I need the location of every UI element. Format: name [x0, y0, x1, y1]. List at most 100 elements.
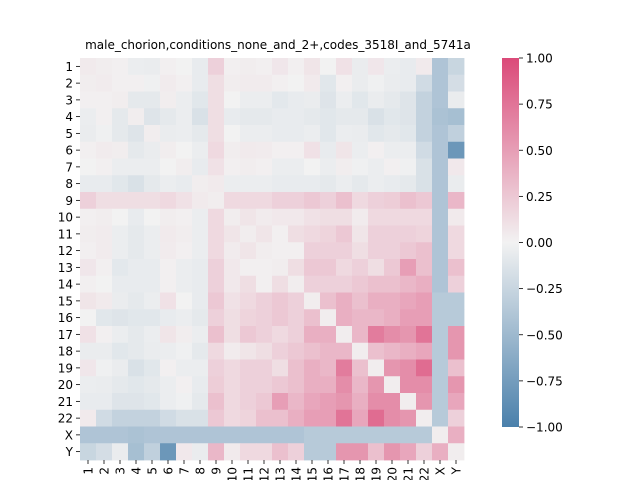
y-tick-label: 12 — [58, 244, 73, 258]
heatmap-cell-3-6 — [160, 91, 177, 109]
heatmap-cell-18-9 — [208, 342, 225, 360]
heatmap-cell-14-8 — [192, 275, 209, 293]
heatmap-cell-16-7 — [176, 309, 193, 327]
heatmap-cell-14-14 — [288, 275, 305, 293]
y-tick-label: 17 — [58, 328, 73, 342]
heatmap-cell-6-10 — [224, 141, 241, 159]
heatmap-cell-13-4 — [128, 259, 145, 277]
heatmap-cell-11-7 — [176, 225, 193, 243]
heatmap-cell-8-5 — [144, 175, 161, 193]
heatmap-cell-X-4 — [128, 426, 145, 444]
heatmap-cell-10-13 — [272, 208, 289, 226]
heatmap-cell-2-1 — [80, 74, 97, 92]
heatmap-cell-3-8 — [192, 91, 209, 109]
heatmap-cell-12-2 — [96, 242, 113, 260]
heatmap-cell-5-15 — [304, 125, 321, 143]
heatmap-cell-3-X — [432, 91, 449, 109]
heatmap-cell-22-3 — [112, 409, 129, 427]
heatmap-cell-5-Y — [448, 125, 465, 143]
heatmap-cell-14-22 — [416, 275, 433, 293]
heatmap-cell-4-11 — [240, 108, 257, 126]
heatmap-cell-17-13 — [272, 326, 289, 344]
heatmap-cell-17-X — [432, 326, 449, 344]
x-tick-label: 15 — [306, 467, 320, 480]
heatmap-cell-15-22 — [416, 292, 433, 310]
heatmap-cell-21-2 — [96, 393, 113, 411]
heatmap-cell-10-8 — [192, 208, 209, 226]
heatmap-cell-1-7 — [176, 58, 193, 76]
heatmap-cell-19-19 — [368, 359, 385, 377]
heatmap-cell-11-6 — [160, 225, 177, 243]
y-tick-label: 13 — [58, 261, 73, 275]
heatmap-cell-9-14 — [288, 192, 305, 210]
heatmap-cell-3-Y — [448, 91, 465, 109]
heatmap-cell-5-16 — [320, 125, 337, 143]
heatmap-cell-18-17 — [336, 342, 353, 360]
heatmap-cell-9-7 — [176, 192, 193, 210]
heatmap-cell-X-15 — [304, 426, 321, 444]
heatmap-cell-14-X — [432, 275, 449, 293]
heatmap-cell-21-5 — [144, 393, 161, 411]
heatmap-cell-8-Y — [448, 175, 465, 193]
heatmap-cell-15-10 — [224, 292, 241, 310]
heatmap-cell-20-7 — [176, 376, 193, 394]
heatmap-cell-20-17 — [336, 376, 353, 394]
heatmap-cell-6-20 — [384, 141, 401, 159]
heatmap-cell-7-9 — [208, 158, 225, 176]
heatmap-cell-13-8 — [192, 259, 209, 277]
heatmap-cell-3-16 — [320, 91, 337, 109]
heatmap-cell-15-18 — [352, 292, 369, 310]
heatmap-cell-17-10 — [224, 326, 241, 344]
heatmap-cell-10-20 — [384, 208, 401, 226]
heatmap-cell-6-13 — [272, 141, 289, 159]
heatmap-cell-13-9 — [208, 259, 225, 277]
heatmap-cell-19-17 — [336, 359, 353, 377]
heatmap-cell-18-13 — [272, 342, 289, 360]
heatmap-cell-9-11 — [240, 192, 257, 210]
heatmap-cell-17-14 — [288, 326, 305, 344]
heatmap-cell-4-8 — [192, 108, 209, 126]
heatmap-cell-16-2 — [96, 309, 113, 327]
heatmap-cell-X-22 — [416, 426, 433, 444]
heatmap-cell-14-18 — [352, 275, 369, 293]
x-tick-label: 18 — [354, 467, 368, 480]
heatmap-cell-21-18 — [352, 393, 369, 411]
heatmap-cell-1-18 — [352, 58, 369, 76]
heatmap-cell-Y-13 — [272, 443, 289, 461]
heatmap-cell-15-19 — [368, 292, 385, 310]
y-tick-label: 15 — [58, 294, 73, 308]
heatmap-cell-11-16 — [320, 225, 337, 243]
heatmap-cell-1-12 — [256, 58, 273, 76]
heatmap-cell-18-15 — [304, 342, 321, 360]
heatmap-cell-9-5 — [144, 192, 161, 210]
heatmap-cell-1-9 — [208, 58, 225, 76]
heatmap-cell-17-16 — [320, 326, 337, 344]
heatmap-cell-10-18 — [352, 208, 369, 226]
heatmap-cell-16-8 — [192, 309, 209, 327]
heatmap-cell-17-20 — [384, 326, 401, 344]
heatmap-cell-9-9 — [208, 192, 225, 210]
heatmap-cell-16-12 — [256, 309, 273, 327]
heatmap-cell-12-7 — [176, 242, 193, 260]
y-tick-label: 4 — [65, 110, 73, 124]
heatmap-cell-Y-5 — [144, 443, 161, 461]
heatmap-cell-1-6 — [160, 58, 177, 76]
y-tick-label: 16 — [58, 311, 73, 325]
heatmap-cell-Y-8 — [192, 443, 209, 461]
heatmap-cell-14-7 — [176, 275, 193, 293]
heatmap-cell-22-14 — [288, 409, 305, 427]
heatmap-cell-18-18 — [352, 342, 369, 360]
heatmap-cell-16-1 — [80, 309, 97, 327]
heatmap-cell-13-11 — [240, 259, 257, 277]
heatmap-cell-2-10 — [224, 74, 241, 92]
heatmap-cell-Y-10 — [224, 443, 241, 461]
heatmap-cell-X-6 — [160, 426, 177, 444]
heatmap-cell-6-X — [432, 141, 449, 159]
y-tick-label: 6 — [65, 144, 73, 158]
heatmap-cell-4-9 — [208, 108, 225, 126]
heatmap-cell-2-15 — [304, 74, 321, 92]
x-tick-label: 17 — [338, 467, 352, 480]
heatmap-cell-11-1 — [80, 225, 97, 243]
heatmap-cell-21-22 — [416, 393, 433, 411]
heatmap-cell-10-3 — [112, 208, 129, 226]
